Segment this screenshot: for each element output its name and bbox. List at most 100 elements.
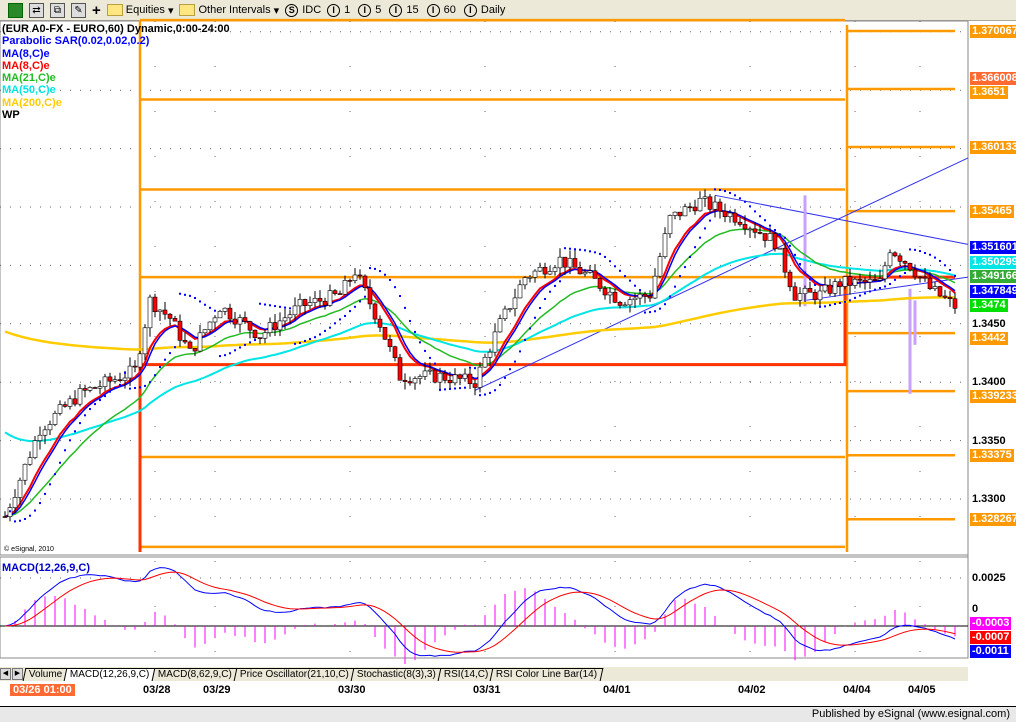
- candle: [117, 372, 123, 382]
- link-chart-icon[interactable]: [8, 2, 23, 18]
- sar-dot: [949, 269, 951, 272]
- sar-dot: [684, 266, 686, 269]
- sar-dot: [304, 339, 306, 342]
- sar-dot: [424, 349, 426, 352]
- sar-dot: [739, 197, 741, 200]
- candle: [212, 315, 218, 330]
- candle: [527, 274, 533, 283]
- legend-item: WP: [2, 109, 20, 122]
- candle-body: [532, 270, 538, 278]
- trendline[interactable]: [714, 194, 969, 245]
- candle-body: [512, 297, 518, 310]
- candle-body: [892, 252, 898, 257]
- candle-body: [712, 201, 718, 210]
- tab-rsi-14-c-[interactable]: RSI(14,C): [437, 668, 495, 681]
- sar-dot: [144, 384, 146, 387]
- tab-volume[interactable]: Volume: [22, 668, 69, 681]
- interval-button-15[interactable]: I 15: [389, 3, 419, 17]
- study-tabs: ◀ ▶ Volume MACD(12,26,9,C) MACD(8,62,9,C) P…: [0, 667, 968, 681]
- candle: [657, 252, 663, 279]
- candle: [852, 277, 858, 289]
- candle: [102, 373, 108, 391]
- macd-pane[interactable]: [0, 556, 969, 659]
- price-pane[interactable]: [0, 20, 969, 556]
- candle-body: [642, 293, 648, 297]
- add-icon[interactable]: +: [92, 1, 101, 19]
- candle-body: [277, 320, 283, 331]
- sar-dot: [344, 314, 346, 317]
- tab-macd-8-62-9-c-[interactable]: MACD(8,62,9,C): [151, 668, 239, 681]
- candle: [767, 227, 773, 241]
- interval-button-60[interactable]: I 60: [426, 3, 456, 17]
- candle: [532, 269, 538, 283]
- tab-scroll-left[interactable]: ◀: [0, 668, 11, 680]
- candle: [257, 337, 263, 344]
- tab-rsi-color-line-bar-14-[interactable]: RSI Color Line Bar(14): [489, 668, 604, 681]
- sar-dot: [219, 355, 221, 358]
- sar-dot: [294, 342, 296, 345]
- candle-body: [257, 337, 263, 339]
- sar-dot: [874, 288, 876, 291]
- candle-body: [552, 267, 558, 272]
- sar-dot: [864, 292, 866, 295]
- trendline[interactable]: [474, 157, 969, 391]
- symbol-source-button[interactable]: S IDC: [285, 3, 321, 17]
- equities-menu[interactable]: Equities ▾: [106, 4, 173, 17]
- sar-dot: [814, 283, 816, 286]
- other-intervals-menu[interactable]: Other Intervals ▾: [179, 4, 279, 17]
- candle-body: [382, 326, 388, 340]
- sar-dot: [754, 210, 756, 213]
- sar-dot: [109, 390, 111, 393]
- candle: [827, 278, 833, 297]
- candle-body: [367, 287, 373, 305]
- candle-body: [887, 252, 893, 267]
- sar-dot: [479, 394, 481, 397]
- sar-dot: [259, 302, 261, 305]
- candle: [517, 279, 523, 299]
- candle: [322, 297, 328, 310]
- sar-dot: [104, 395, 106, 398]
- sar-dot: [414, 330, 416, 333]
- tab-scroll-right[interactable]: ▶: [12, 668, 23, 680]
- sar-dot: [854, 296, 856, 299]
- interval-label: 15: [406, 4, 419, 16]
- tab-macd-12-26-9-c-[interactable]: MACD(12,26,9,C): [63, 668, 157, 681]
- date-label: 03/28: [143, 684, 171, 696]
- axis-price-label: 1.3474: [970, 298, 1008, 312]
- candle: [62, 401, 68, 408]
- properties-icon[interactable]: ✎: [71, 2, 86, 18]
- candle: [757, 224, 763, 235]
- candle-body: [97, 386, 103, 389]
- interval-button-daily[interactable]: I Daily: [463, 3, 505, 17]
- candle: [337, 290, 343, 295]
- candle-body: [877, 278, 883, 281]
- candle-body: [702, 196, 708, 199]
- candle-body: [252, 329, 258, 338]
- axis-price-label: 1.3442: [970, 331, 1008, 345]
- ma-200-line: [4, 296, 956, 351]
- sar-dot: [44, 492, 46, 495]
- candle: [197, 324, 203, 353]
- candle-body: [657, 256, 663, 277]
- candle-body: [747, 228, 753, 231]
- sar-dot: [759, 215, 761, 218]
- refresh-icon[interactable]: ⇄: [29, 2, 44, 18]
- candle-body: [417, 376, 423, 379]
- sar-dot: [404, 306, 406, 309]
- candle: [722, 203, 728, 223]
- ma-50-line: [4, 252, 956, 443]
- copy-chart-icon[interactable]: ⧉: [50, 2, 65, 18]
- candle: [587, 265, 593, 274]
- candle: [262, 329, 268, 344]
- candle-body: [872, 279, 878, 281]
- candle: [237, 314, 243, 333]
- tab-stochastic-8-3-3-[interactable]: Stochastic(8(3),3): [350, 668, 442, 681]
- sar-dot: [229, 352, 231, 355]
- sar-dot: [349, 310, 351, 313]
- candle: [682, 203, 688, 217]
- candle: [247, 320, 253, 339]
- tab-price-oscillator-21-10-c-[interactable]: Price Oscillator(21,10,C): [233, 668, 356, 681]
